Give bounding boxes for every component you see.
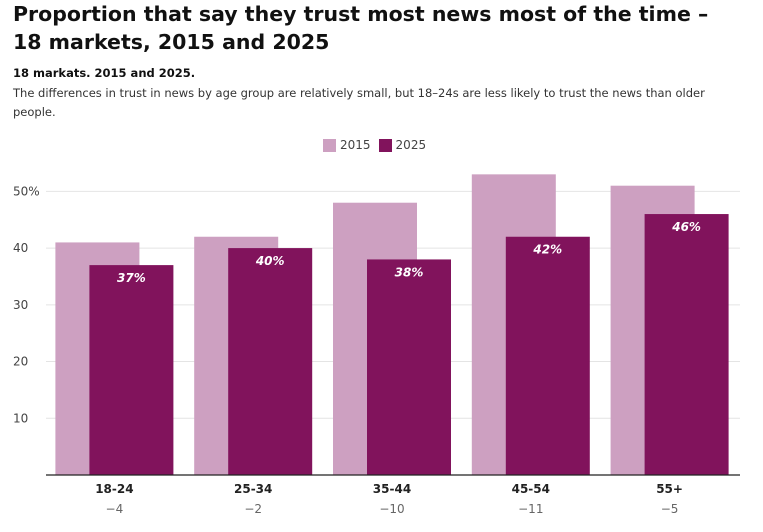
x-tick-sublabel: −2 — [244, 502, 262, 516]
legend-item-2025: 2025 — [378, 138, 427, 152]
data-label-2025: 46% — [671, 220, 701, 234]
x-tick-sublabel: −4 — [106, 502, 124, 516]
legend-swatch-2025 — [378, 138, 392, 152]
chart-subtitle: 18 markats. 2015 and 2025. — [13, 66, 196, 80]
x-tick-label: 35-44 — [373, 482, 411, 496]
legend-item-2015: 2015 — [323, 138, 371, 152]
bar-2025 — [505, 236, 590, 475]
bar-2025 — [367, 259, 451, 475]
x-tick-label: 18-24 — [95, 482, 133, 496]
x-tick-label: 25-34 — [234, 482, 272, 496]
x-tick-sublabel: −10 — [379, 502, 404, 516]
bar-2025 — [228, 248, 313, 475]
y-tick-label: 50% — [13, 184, 40, 198]
y-tick-label: 30 — [13, 298, 28, 312]
y-tick-label: 20 — [13, 355, 28, 369]
legend: 2015 2025 — [323, 138, 434, 152]
x-tick-label: 45-54 — [512, 482, 550, 496]
bar-2025 — [89, 265, 174, 475]
x-tick-sublabel: −5 — [661, 502, 679, 516]
legend-swatch-2015 — [323, 138, 336, 152]
y-tick-label: 40 — [13, 241, 28, 255]
data-label-2025: 42% — [532, 243, 562, 257]
chart-description: The differences in trust in news by age … — [13, 86, 705, 119]
data-label-2025: 37% — [117, 271, 146, 285]
x-tick-label: 55+ — [656, 482, 683, 496]
y-tick-label: 10 — [13, 411, 28, 425]
legend-label-2025: 2025 — [395, 138, 427, 152]
data-label-2025: 38% — [395, 265, 424, 279]
legend-label-2015: 2015 — [340, 138, 371, 152]
bar-2025 — [644, 214, 729, 475]
chart-title: Proportion that say they trust most news… — [13, 2, 709, 54]
x-tick-sublabel: −11 — [518, 502, 543, 516]
data-label-2025: 40% — [255, 254, 285, 268]
